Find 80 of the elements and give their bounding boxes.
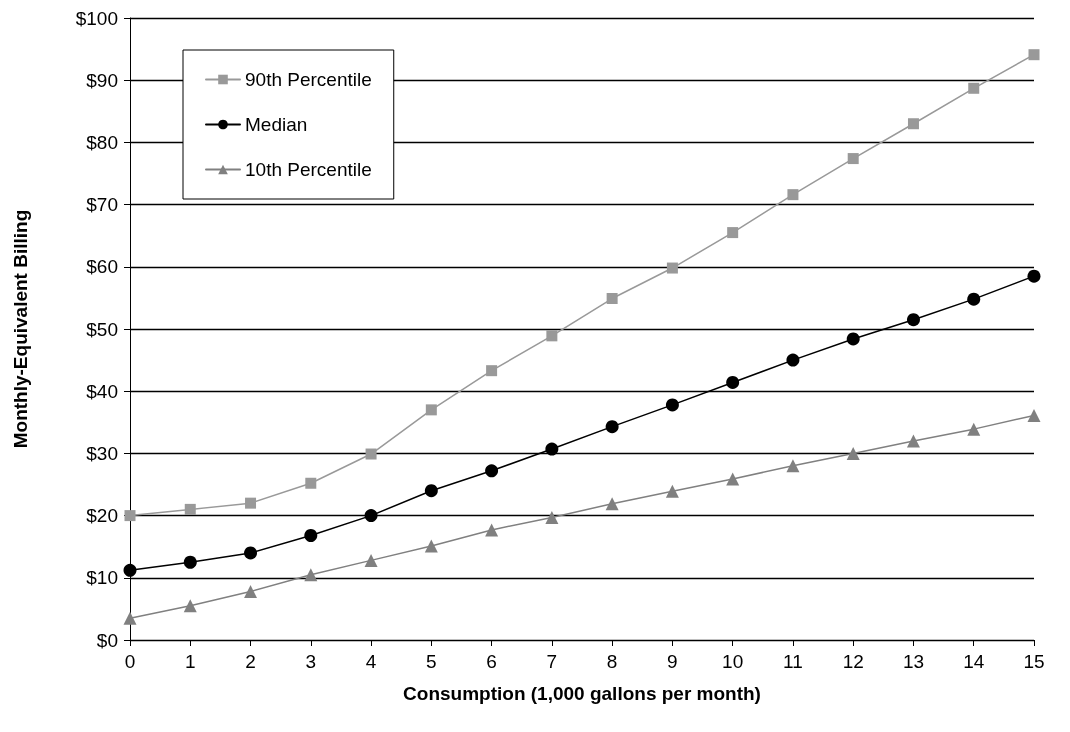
y-axis-title: Monthly-Equivalent Billing [10, 209, 31, 449]
point [245, 497, 257, 509]
point [184, 503, 196, 515]
point [244, 584, 258, 598]
x-tick-label: 4 [365, 651, 377, 672]
point [305, 477, 317, 489]
point [726, 376, 740, 389]
y-tick-label: $70 [86, 194, 118, 216]
point [304, 568, 318, 582]
y-tick-label: $20 [86, 505, 118, 527]
point [727, 227, 739, 239]
point [967, 292, 981, 306]
point [364, 509, 378, 523]
point [183, 555, 197, 569]
y-tick-label: $0 [96, 629, 118, 651]
point [485, 464, 499, 478]
x-tick-label: 0 [124, 651, 136, 672]
point [967, 422, 981, 436]
point [123, 611, 137, 625]
point [486, 365, 498, 377]
y-tick-label: $80 [86, 131, 118, 153]
x-tick-label: 2 [245, 651, 256, 672]
point [304, 529, 318, 542]
x-tick-label: 7 [546, 651, 558, 672]
y-tick-label: $30 [86, 442, 118, 464]
x-tick-label: 13 [902, 651, 925, 672]
point [787, 189, 799, 201]
legend-label: 90th Percentile [245, 69, 372, 90]
x-tick-label: 15 [1023, 651, 1045, 672]
point [846, 446, 860, 460]
x-tick-label: 10 [722, 651, 744, 672]
point [485, 523, 499, 537]
y-tick-label: $10 [86, 567, 118, 589]
point [726, 472, 740, 486]
point [1027, 269, 1041, 283]
x-tick-label: 12 [842, 651, 864, 672]
point [365, 448, 377, 460]
y-tick-label: $40 [86, 380, 118, 402]
point [545, 442, 559, 456]
point [424, 539, 438, 553]
x-tick-label: 14 [963, 651, 985, 672]
legend-label: Median [245, 114, 308, 135]
point [666, 262, 678, 274]
y-tick-label: $60 [86, 256, 118, 278]
x-tick-label: 1 [184, 651, 196, 672]
x-tick-label: 6 [486, 651, 497, 672]
y-tick-label: $50 [86, 318, 118, 340]
point [183, 599, 197, 613]
point [244, 546, 258, 560]
point [546, 330, 558, 342]
x-axis-title: Consumption (1,000 gallons per month) [403, 683, 761, 704]
x-tick-label: 9 [667, 651, 678, 672]
point [605, 420, 619, 434]
point [425, 404, 437, 416]
x-tick-label: 8 [606, 651, 618, 672]
point [1028, 49, 1040, 61]
point [123, 563, 137, 577]
legend-label: 10th Percentile [245, 159, 372, 180]
y-tick-label: $100 [75, 7, 118, 29]
point [968, 82, 980, 94]
point [786, 459, 800, 473]
point [606, 293, 618, 305]
point [665, 484, 679, 498]
point [906, 434, 920, 448]
point [424, 484, 438, 498]
point [124, 510, 136, 522]
point [364, 553, 378, 567]
point [847, 153, 859, 165]
point [665, 398, 679, 412]
x-tick-label: 11 [783, 651, 803, 672]
point [1027, 408, 1041, 422]
point [605, 497, 619, 511]
point [786, 353, 800, 367]
point [906, 313, 920, 327]
x-tick-label: 5 [426, 651, 437, 672]
point [907, 118, 919, 130]
point [545, 510, 559, 524]
point [846, 332, 860, 346]
y-tick-label: $90 [86, 69, 118, 91]
x-tick-label: 3 [305, 651, 317, 672]
